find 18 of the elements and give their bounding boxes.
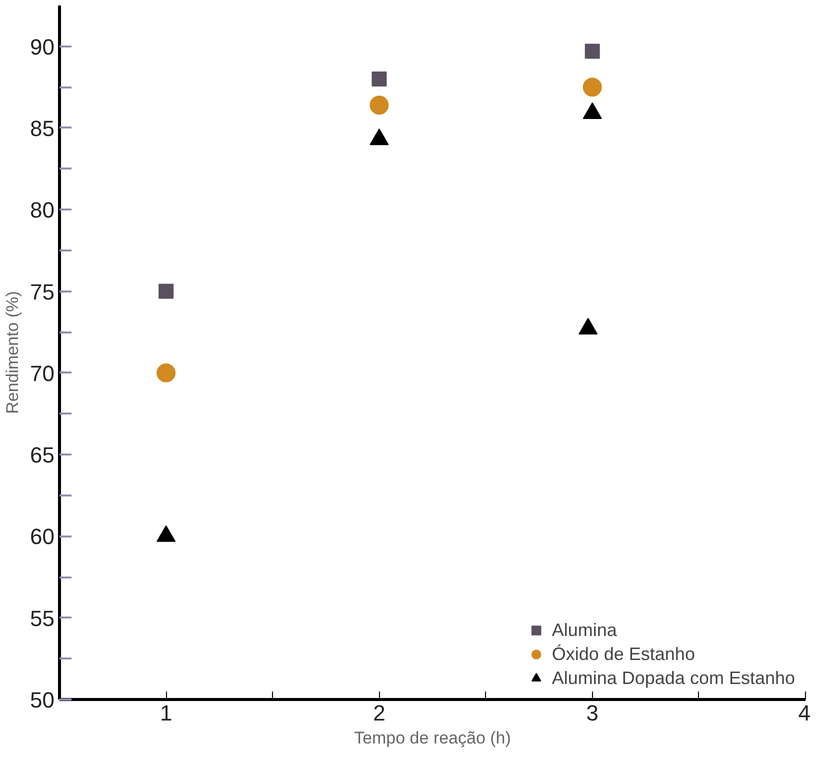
x-tick-label: 3 (586, 700, 598, 726)
x-tick-label: 4 (798, 700, 811, 726)
y-tick-label: 90 (30, 34, 55, 60)
x-tick-label: 2 (373, 700, 386, 726)
y-tick-label: 50 (30, 688, 55, 712)
y-tick-label: 70 (30, 360, 55, 386)
y-tick-label: 75 (30, 279, 55, 304)
y-tick-label: 85 (30, 116, 55, 141)
y-tick-label: 80 (30, 198, 55, 223)
y-tick-label: 55 (30, 606, 55, 631)
legend-label: Óxido de Estanho (552, 644, 695, 664)
y-tick-label: 60 (30, 524, 55, 550)
legend-label: Alumina (552, 620, 617, 640)
y-tick-label: 65 (30, 442, 55, 468)
legend-label: Alumina Dopada com Estanho (552, 668, 795, 688)
y-axis-title: Rendimento (%) (3, 291, 22, 414)
x-axis-title: Tempo de reação (h) (354, 728, 511, 748)
x-tick-label: 1 (160, 700, 172, 726)
